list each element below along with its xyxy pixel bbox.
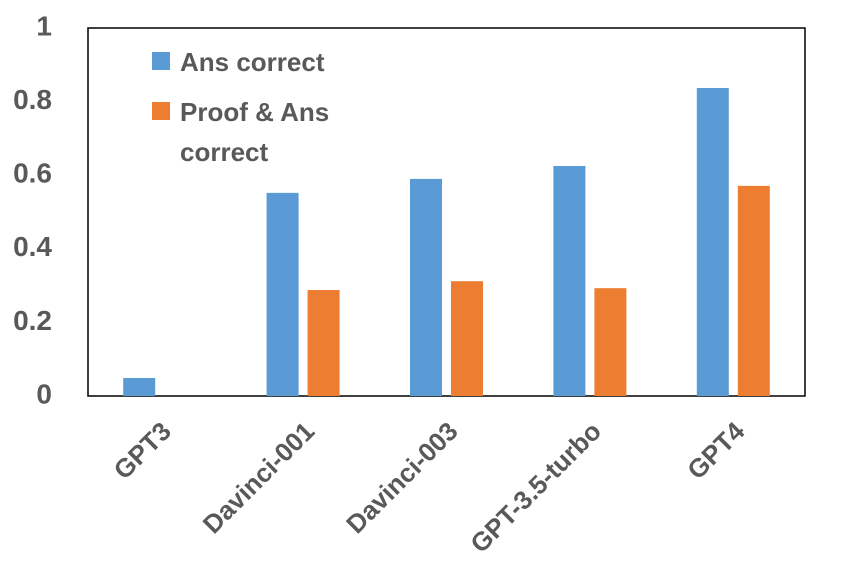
bar <box>410 178 442 396</box>
legend: Ans correct Proof & Ans correct <box>152 42 362 182</box>
bar <box>307 290 340 396</box>
y-tick-label: 0.6 <box>13 158 52 189</box>
y-tick-label: 0 <box>36 378 52 409</box>
legend-label: Ans correct <box>180 47 325 77</box>
x-tick-label: GPT3 <box>108 416 177 485</box>
legend-item: Proof & Ans correct <box>152 92 362 172</box>
bar <box>123 377 156 396</box>
bar <box>451 281 483 396</box>
y-tick-label: 0.4 <box>13 231 52 262</box>
x-tick-label: Davinci-003 <box>340 416 463 539</box>
x-tick-label: Davinci-001 <box>197 416 320 539</box>
legend-swatch <box>152 102 170 120</box>
y-tick-label: 0.8 <box>13 84 52 115</box>
bar <box>696 87 729 396</box>
x-tick-label: GPT4 <box>681 416 751 486</box>
y-tick-label: 0.2 <box>13 305 52 336</box>
y-tick-label: 1 <box>36 10 52 41</box>
legend-item: Ans correct <box>152 42 362 82</box>
bar <box>594 288 627 396</box>
legend-swatch <box>152 52 170 70</box>
plot-frame <box>87 27 806 397</box>
bar <box>737 185 770 396</box>
bar <box>553 166 586 396</box>
x-tick-label: GPT-3.5-turbo <box>464 416 607 559</box>
legend-label: Proof & Ans correct <box>180 97 330 167</box>
bar <box>266 192 299 396</box>
